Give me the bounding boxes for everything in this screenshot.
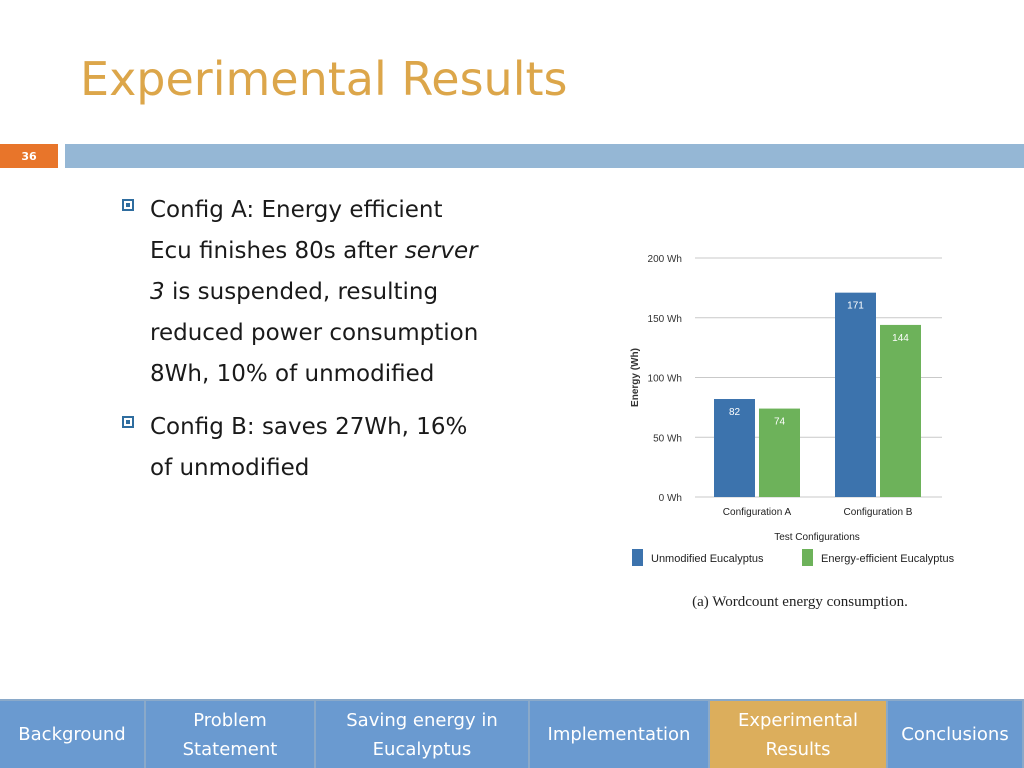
bar bbox=[759, 408, 800, 497]
nav-tab-conclusions[interactable]: Conclusions bbox=[888, 699, 1024, 768]
y-tick-label: 150 Wh bbox=[648, 314, 682, 325]
bullet-text: Config A: Energy efficient Ecu finishes … bbox=[150, 190, 482, 395]
y-axis-label: Energy (Wh) bbox=[630, 348, 641, 407]
bullet-a-text-start: Config A: Energy efficient Ecu finishes … bbox=[150, 197, 443, 264]
y-tick-label: 200 Wh bbox=[648, 254, 682, 265]
y-tick-label: 0 Wh bbox=[659, 493, 682, 504]
bullet-config-a: Config A: Energy efficient Ecu finishes … bbox=[122, 190, 482, 395]
bar-value-label: 74 bbox=[774, 417, 786, 428]
nav-tab-experimental-results[interactable]: Experimental Results bbox=[710, 699, 888, 768]
nav-tab-background[interactable]: Background bbox=[0, 699, 146, 768]
bar bbox=[835, 292, 876, 497]
bottom-navigation: Background Problem Statement Saving energy… bbox=[0, 699, 1024, 768]
legend-swatch bbox=[632, 549, 643, 566]
bar-value-label: 82 bbox=[729, 407, 741, 418]
bar bbox=[880, 324, 921, 497]
bullet-list: Config A: Energy efficient Ecu finishes … bbox=[122, 190, 482, 501]
energy-chart: 0 Wh 50 Wh 100 Wh 150 Wh 200 Wh Energy (Wh) 82… bbox=[620, 240, 990, 620]
bar-value-label: 144 bbox=[892, 333, 909, 344]
nav-tab-implementation[interactable]: Implementation bbox=[530, 699, 710, 768]
nav-tab-saving-energy-in-eucalyptus[interactable]: Saving energy in Eucalyptus bbox=[316, 699, 530, 768]
slide-title: Experimental Results bbox=[80, 52, 568, 106]
bar-value-label: 171 bbox=[847, 301, 864, 312]
bullet-a-text-end: is suspended, resulting reduced power co… bbox=[150, 279, 479, 387]
legend-label: Unmodified Eucalyptus bbox=[651, 553, 764, 565]
bullet-square-icon bbox=[122, 416, 134, 428]
header-bar bbox=[65, 144, 1024, 168]
y-tick-label: 100 Wh bbox=[648, 374, 682, 385]
bullet-a-emphasis: server 3 bbox=[150, 238, 478, 305]
legend-label: Energy-efficient Eucalyptus bbox=[821, 553, 955, 565]
y-tick-label: 50 Wh bbox=[653, 433, 682, 444]
chart-caption: (a) Wordcount energy consumption. bbox=[692, 594, 908, 610]
x-tick-label: Configuration B bbox=[844, 507, 913, 518]
bar bbox=[714, 399, 755, 497]
x-axis-label: Test Configurations bbox=[774, 532, 860, 543]
slide-number-badge: 36 bbox=[0, 144, 58, 168]
legend-swatch bbox=[802, 549, 813, 566]
chart-svg: 0 Wh 50 Wh 100 Wh 150 Wh 200 Wh Energy (Wh) 82… bbox=[630, 254, 955, 610]
bullet-text: Config B: saves 27Wh, 16% of unmodified bbox=[150, 414, 468, 481]
bullet-config-b: Config B: saves 27Wh, 16% of unmodified bbox=[122, 407, 482, 489]
bullet-square-icon bbox=[122, 199, 134, 211]
x-tick-label: Configuration A bbox=[723, 507, 792, 518]
nav-tab-problem-statement[interactable]: Problem Statement bbox=[146, 699, 316, 768]
